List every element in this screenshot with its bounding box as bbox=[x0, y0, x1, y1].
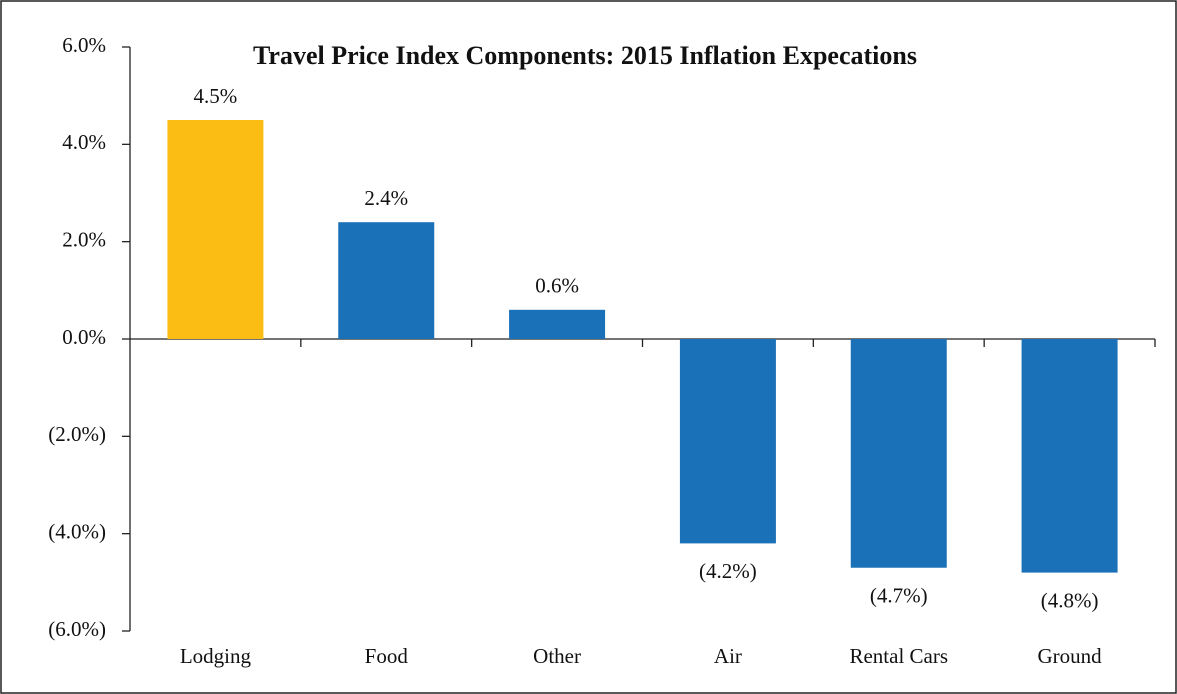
bar bbox=[679, 339, 776, 544]
bar bbox=[338, 222, 435, 339]
y-tick-label: (2.0%) bbox=[48, 422, 106, 446]
data-label: (4.2%) bbox=[699, 559, 757, 583]
x-tick-label: Ground bbox=[1037, 644, 1102, 668]
x-tick-label: Air bbox=[714, 644, 742, 668]
data-label: 2.4% bbox=[364, 186, 408, 210]
data-label: 4.5% bbox=[194, 84, 238, 108]
bar bbox=[1021, 339, 1118, 573]
y-tick-label: 0.0% bbox=[62, 325, 106, 349]
x-tick-label: Other bbox=[533, 644, 581, 668]
x-tick-label: Lodging bbox=[180, 644, 252, 668]
y-tick-label: (4.0%) bbox=[48, 519, 106, 543]
y-tick-label: (6.0%) bbox=[48, 617, 106, 641]
y-tick-label: 4.0% bbox=[62, 130, 106, 154]
y-tick-label: 6.0% bbox=[62, 33, 106, 57]
chart-title: Travel Price Index Components: 2015 Infl… bbox=[253, 41, 917, 70]
bar bbox=[850, 339, 947, 568]
data-label: 0.6% bbox=[535, 274, 579, 298]
bar bbox=[509, 309, 606, 339]
y-tick-label: 2.0% bbox=[62, 227, 106, 251]
data-label: (4.8%) bbox=[1041, 588, 1099, 612]
data-label: (4.7%) bbox=[870, 584, 928, 608]
x-tick-label: Food bbox=[365, 644, 409, 668]
x-tick-label: Rental Cars bbox=[849, 644, 948, 668]
bar bbox=[167, 120, 264, 339]
